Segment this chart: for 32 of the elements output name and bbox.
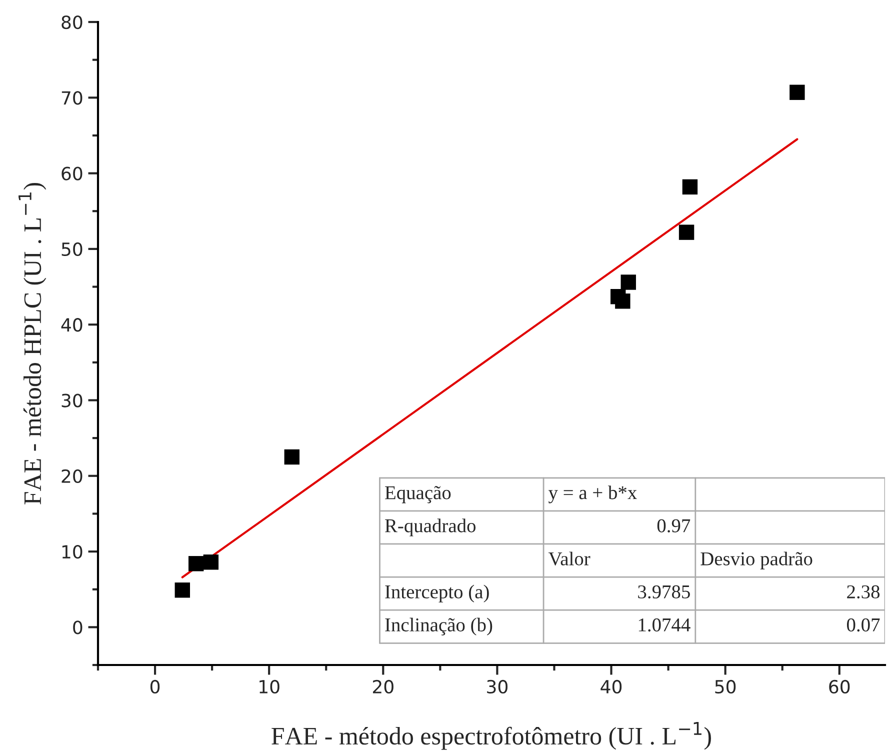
text: Equação y = a + b*x <box>385 486 637 504</box>
y-tick-label: 50 <box>62 242 82 256</box>
x-tick-label: 0 <box>150 680 160 694</box>
x-tick-label: 30 <box>487 680 508 694</box>
y-tick-label: 0 <box>73 620 82 634</box>
x-tick-label: 60 <box>829 680 850 694</box>
y-tick-label: 10 <box>62 544 82 559</box>
text: R-quadrado 0.97 <box>385 518 690 536</box>
y-tick-label: 80 <box>62 15 82 30</box>
point <box>188 556 204 572</box>
y-tick-label: 40 <box>61 318 82 332</box>
y-axis-title: FAE - método HPLC (UI . L$^{−1}$) <box>18 183 46 504</box>
text: Valor Desvio padrão <box>548 552 812 570</box>
point <box>790 84 805 100</box>
y-tick-label: 70 <box>62 91 82 105</box>
x-tick-label: 20 <box>372 680 394 694</box>
x-tick-label: 40 <box>600 680 622 694</box>
y-tick-label: 60 <box>62 166 82 180</box>
point <box>682 179 698 195</box>
x-axis-title: FAE - método espectrofotômetro (UI . L$^{−1}$) <box>272 722 711 750</box>
x-tick-label: 50 <box>715 680 736 694</box>
point <box>174 582 190 598</box>
point <box>620 274 636 290</box>
text: Intercepto (a) 3.9785 2.38 <box>385 584 880 602</box>
text: Inclinação (b) 1.0744 0.07 <box>385 618 880 636</box>
point <box>678 224 694 240</box>
point <box>203 554 219 570</box>
point <box>615 294 630 309</box>
x-tick-label: 10 <box>260 680 280 694</box>
y-tick-label: 20 <box>62 469 82 483</box>
point <box>284 449 300 465</box>
y-tick-label: 30 <box>62 394 82 408</box>
